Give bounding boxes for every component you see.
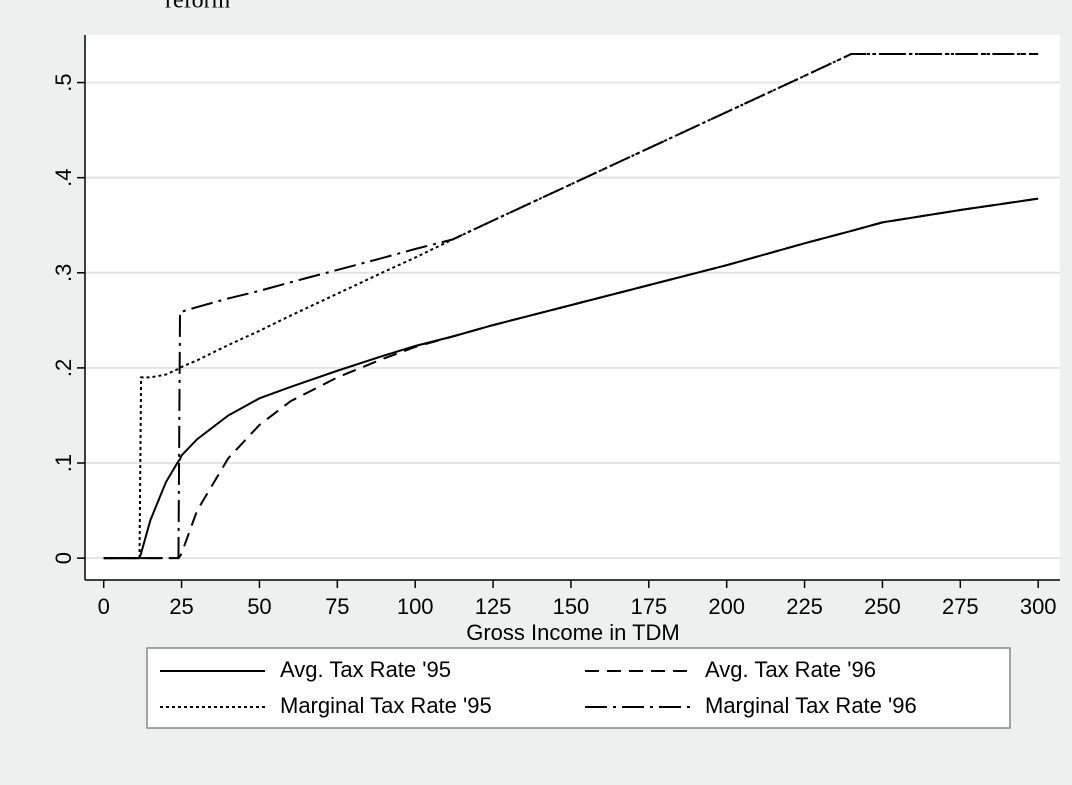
x-tick-label: 150 bbox=[553, 594, 590, 619]
chart-title: reform bbox=[165, 0, 231, 14]
x-tick-label: 25 bbox=[169, 594, 193, 619]
x-tick-label: 0 bbox=[98, 594, 110, 619]
x-axis-label: Gross Income in TDM bbox=[466, 620, 680, 645]
x-tick-label: 50 bbox=[247, 594, 271, 619]
y-tick-label: 0 bbox=[51, 552, 76, 564]
x-tick-label: 250 bbox=[864, 594, 901, 619]
legend-label: Avg. Tax Rate '95 bbox=[280, 657, 451, 682]
y-tick-label: .4 bbox=[51, 168, 76, 186]
series-line bbox=[103, 53, 1039, 560]
y-tick-label: .5 bbox=[51, 73, 76, 91]
x-tick-label: 275 bbox=[942, 594, 979, 619]
plot-area bbox=[85, 35, 1060, 580]
x-tick-label: 225 bbox=[786, 594, 823, 619]
y-tick-label: .2 bbox=[51, 359, 76, 377]
x-tick-label: 300 bbox=[1020, 594, 1057, 619]
legend-label: Marginal Tax Rate '95 bbox=[280, 693, 492, 718]
x-tick-label: 100 bbox=[397, 594, 434, 619]
x-tick-label: 175 bbox=[630, 594, 667, 619]
legend-label: Avg. Tax Rate '96 bbox=[705, 657, 876, 682]
y-tick-label: .3 bbox=[51, 264, 76, 282]
y-tick-label: .1 bbox=[51, 454, 76, 472]
legend-box bbox=[146, 647, 1011, 729]
legend-label: Marginal Tax Rate '96 bbox=[705, 693, 917, 718]
x-tick-label: 200 bbox=[708, 594, 745, 619]
x-tick-label: 125 bbox=[475, 594, 512, 619]
x-tick-label: 75 bbox=[325, 594, 349, 619]
